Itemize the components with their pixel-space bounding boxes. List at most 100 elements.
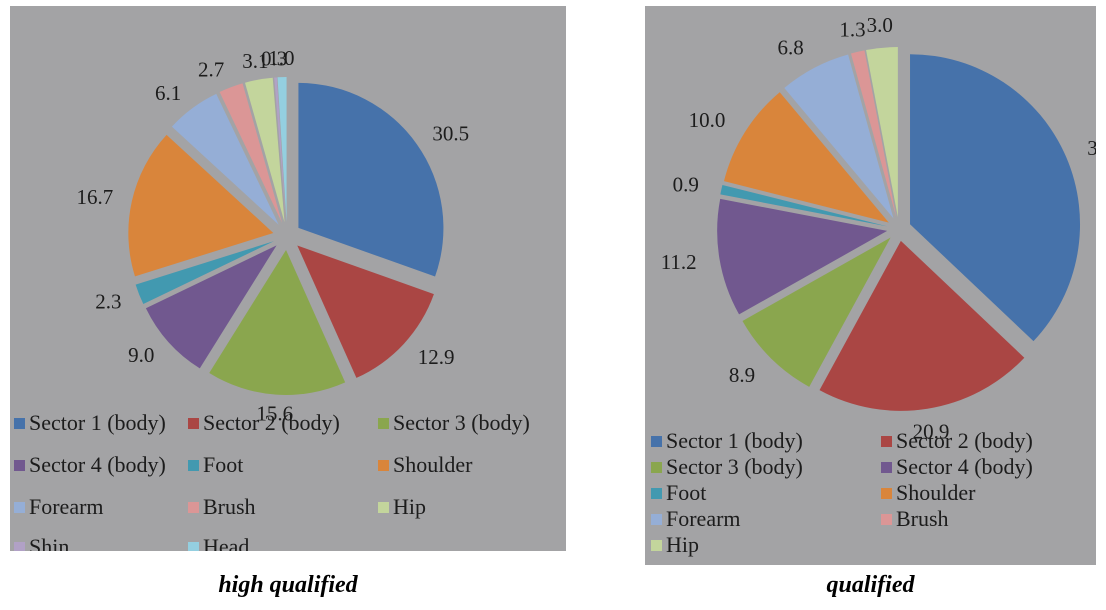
pie-slice-forearm xyxy=(784,54,894,219)
legend-swatch xyxy=(378,459,389,471)
data-label-forearm: 6.1 xyxy=(155,81,181,105)
legend-label: Sector 1 (body) xyxy=(666,428,803,453)
legend-item-foot: Foot xyxy=(651,482,706,504)
legend-label: Sector 2 (body) xyxy=(203,410,340,435)
legend-item-shoulder: Shoulder xyxy=(378,454,472,476)
legend-swatch xyxy=(881,435,892,447)
pie-slice-sector-1-body xyxy=(910,54,1081,342)
left-chart-caption: high qualified xyxy=(218,572,358,598)
legend-label: Shoulder xyxy=(393,452,473,477)
legend-label: Sector 1 (body) xyxy=(29,410,166,435)
pie-slice-brush xyxy=(850,50,897,218)
legend-swatch xyxy=(651,487,662,499)
pie-slice-shoulder xyxy=(128,134,274,277)
legend-swatch xyxy=(881,513,892,525)
legend-swatch xyxy=(651,539,662,551)
legend-item-sector-3-body: Sector 3 (body) xyxy=(378,412,530,434)
left-pie-chart-panel: 30.5 12.9 15.6 9.0 2.3 16.7 6.1 2.7 3.1 0.3 1.0 Se… xyxy=(10,6,566,551)
legend-item-head: Head xyxy=(188,536,249,551)
legend-item-forearm: Forearm xyxy=(14,496,104,518)
legend-swatch xyxy=(378,501,389,513)
legend-item-brush: Brush xyxy=(188,496,256,518)
right-chart-caption: qualified xyxy=(826,572,915,598)
legend-item-sector-2-body: Sector 2 (body) xyxy=(188,412,340,434)
legend-swatch xyxy=(651,461,662,473)
legend-item-sector-4-body: Sector 4 (body) xyxy=(14,454,166,476)
data-label-sector-2-body: 12.9 xyxy=(418,345,455,369)
legend-swatch xyxy=(14,417,25,429)
legend-label: Forearm xyxy=(666,506,741,531)
data-label-brush: 2.7 xyxy=(198,57,224,81)
right-pie-chart-panel: 37.1 20.9 8.9 11.2 0.9 10.0 6.8 1.33.0 Sector 1… xyxy=(645,6,1096,565)
pie-slice-head xyxy=(277,77,287,223)
legend-label: Forearm xyxy=(29,494,104,519)
pie-slice-foot xyxy=(720,184,888,227)
pie-slice-brush xyxy=(219,83,283,223)
legend-label: Sector 4 (body) xyxy=(896,454,1033,479)
pie-slice-sector-2-body xyxy=(819,240,1025,411)
data-label-forearm: 6.8 xyxy=(777,35,803,59)
legend-swatch xyxy=(188,459,199,471)
legend-item-sector-1-body: Sector 1 (body) xyxy=(651,430,803,452)
pie-slice-sector-2-body xyxy=(297,245,434,378)
legend-label: Shin xyxy=(29,534,70,552)
legend-swatch xyxy=(188,541,199,551)
data-label-foot: 2.3 xyxy=(95,289,121,313)
legend-label: Sector 4 (body) xyxy=(29,452,166,477)
legend-item-hip: Hip xyxy=(651,534,699,556)
legend-label: Head xyxy=(203,534,250,552)
legend-label: Brush xyxy=(203,494,256,519)
data-label-sector-2-body: 20.9 xyxy=(913,419,950,443)
pie-slice-sector-1-body xyxy=(298,82,444,277)
legend-swatch xyxy=(881,487,892,499)
pie-slice-shin xyxy=(274,77,286,223)
left-pie-chart: 30.5 12.9 15.6 9.0 2.3 16.7 6.1 2.7 3.10.31.0 xyxy=(77,46,470,426)
data-label-hip: 3.1 xyxy=(242,49,268,73)
legend-swatch xyxy=(14,501,25,513)
legend-item-shoulder: Shoulder xyxy=(881,482,975,504)
legend-item-brush: Brush xyxy=(881,508,949,530)
pie-slice-hip xyxy=(245,77,285,223)
data-label-sector-1-body: 30.5 xyxy=(432,121,469,145)
legend-swatch xyxy=(14,541,25,551)
data-label-sector-3-body: 15.6 xyxy=(256,402,293,426)
legend-label: Sector 3 (body) xyxy=(393,410,530,435)
pie-slice-sector-4-body xyxy=(145,245,277,369)
legend-item-sector-1-body: Sector 1 (body) xyxy=(14,412,166,434)
data-label-shin: 0.3 xyxy=(261,46,287,70)
legend-swatch xyxy=(651,513,662,525)
legend-item-hip: Hip xyxy=(378,496,426,518)
legend-item-foot: Foot xyxy=(188,454,243,476)
legend-label: Sector 3 (body) xyxy=(666,454,803,479)
legend-item-forearm: Forearm xyxy=(651,508,741,530)
pie-slice-hip xyxy=(866,47,898,218)
data-label-shoulder: 10.0 xyxy=(689,108,726,132)
data-label-sector-4-body: 9.0 xyxy=(128,343,154,367)
legend-label: Shoulder xyxy=(896,480,976,505)
legend-label: Foot xyxy=(666,480,707,505)
legend-item-sector-3-body: Sector 3 (body) xyxy=(651,456,803,478)
data-label-sector-1-body: 37.1 xyxy=(1087,136,1096,160)
data-label-head: 1.0 xyxy=(268,46,294,70)
legend-label: Sector 2 (body) xyxy=(896,428,1033,453)
pie-slice-shoulder xyxy=(723,92,889,223)
right-pie-chart: 37.1 20.9 8.9 11.2 0.9 10.0 6.8 1.33.0 xyxy=(661,13,1096,444)
legend-label: Brush xyxy=(896,506,949,531)
legend-label: Hip xyxy=(666,532,699,557)
legend-item-shin: Shin xyxy=(14,536,69,551)
pie-slice-forearm xyxy=(171,93,279,225)
data-label-sector-3-body: 8.9 xyxy=(729,363,755,387)
legend-item-sector-2-body: Sector 2 (body) xyxy=(881,430,1033,452)
pie-slice-sector-3-body xyxy=(209,249,346,395)
pie-slice-sector-4-body xyxy=(717,198,888,315)
legend-swatch xyxy=(14,459,25,471)
pie-slice-foot xyxy=(135,241,274,304)
legend-swatch xyxy=(651,435,662,447)
pie-slice-sector-3-body xyxy=(742,237,891,387)
data-label-foot: 0.9 xyxy=(673,173,699,197)
data-label-shoulder: 16.7 xyxy=(77,185,114,209)
legend-swatch xyxy=(188,501,199,513)
data-label-brush: 1.3 xyxy=(839,17,865,41)
legend-swatch xyxy=(881,461,892,473)
legend-item-sector-4-body: Sector 4 (body) xyxy=(881,456,1033,478)
